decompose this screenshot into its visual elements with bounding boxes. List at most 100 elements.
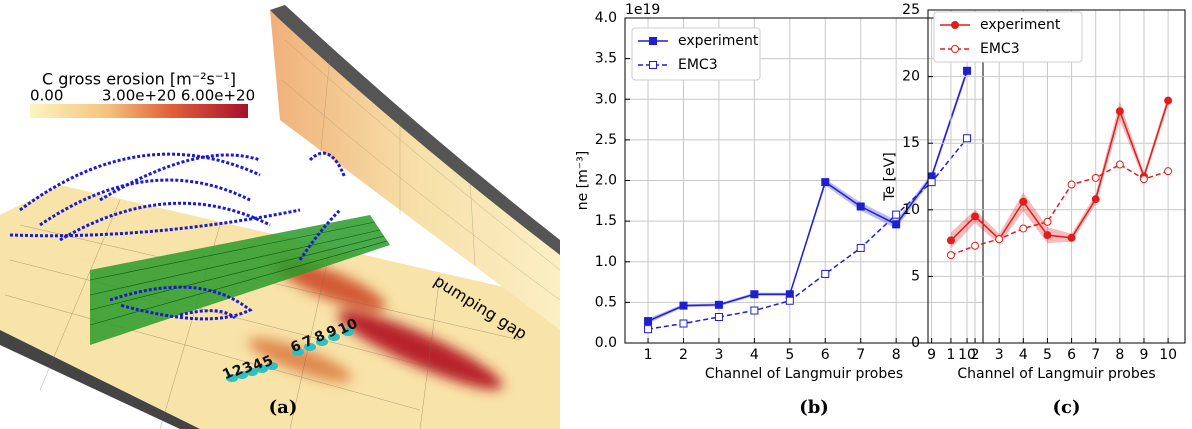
x-tick-label: 7 [856, 347, 865, 363]
y-tick-label: 1.0 [595, 254, 617, 270]
marker [1067, 233, 1076, 242]
marker [963, 66, 972, 75]
x-tick-label: 1 [946, 347, 955, 363]
y-tick-label: 5 [911, 268, 920, 284]
x-tick-label: 6 [821, 347, 830, 363]
colorbar-tick-label: 3.00e+20 [102, 87, 176, 105]
x-tick-label: 4 [750, 347, 759, 363]
series-line [647, 70, 968, 322]
x-tick-label: 5 [1043, 347, 1052, 363]
marker [1091, 173, 1100, 182]
x-tick-label: 8 [1115, 347, 1124, 363]
x-tick-label: 6 [1067, 347, 1076, 363]
y-tick-label: 2.0 [595, 173, 617, 189]
x-tick-label: 8 [892, 347, 901, 363]
marker [644, 325, 653, 334]
marker [856, 202, 865, 211]
y-tick-label: 3.5 [595, 51, 617, 67]
marker [1067, 180, 1076, 189]
marker [1115, 160, 1124, 169]
x-tick-label: 2 [679, 347, 688, 363]
marker [971, 212, 980, 221]
y-tick-label: 2.5 [595, 132, 617, 148]
marker [679, 301, 688, 310]
marker [821, 178, 830, 187]
x-axis-label: Channel of Langmuir probes [705, 366, 903, 382]
x-tick-label: 1 [644, 347, 653, 363]
y-axis-label: ne [m⁻³] [575, 151, 591, 211]
legend-marker [649, 37, 657, 45]
legend-label: EMC3 [678, 57, 718, 73]
colorbar-tick-label: 0.00 [30, 87, 63, 105]
marker [892, 220, 901, 229]
series-line [647, 137, 968, 330]
y-tick-label: 0 [911, 335, 920, 351]
y-offset-label: 1e19 [625, 2, 660, 18]
marker [1043, 231, 1052, 240]
marker [679, 319, 688, 328]
plot-frame [927, 9, 1186, 344]
legend-marker [649, 61, 657, 69]
y-tick-label: 1.5 [595, 213, 617, 229]
marker [1139, 175, 1148, 184]
series-line [950, 100, 1169, 241]
y-tick-label: 25 [902, 2, 920, 18]
legend-box [933, 11, 1083, 63]
colorbar-tick-label: 6.00e+20 [181, 87, 255, 105]
x-tick-label: 4 [1019, 347, 1028, 363]
error-band [648, 66, 968, 324]
marker [1019, 197, 1028, 206]
x-tick-label: 7 [1091, 347, 1100, 363]
x-tick-label: 9 [927, 347, 936, 363]
y-tick-label: 20 [902, 69, 920, 85]
marker [821, 269, 830, 278]
x-axis-label: Channel of Langmuir probes [957, 366, 1155, 382]
caption: (c) [1053, 397, 1081, 418]
marker [1091, 195, 1100, 204]
marker [892, 210, 901, 219]
legend-marker [951, 45, 959, 53]
x-tick-label: 5 [785, 347, 794, 363]
colorbar-label: C gross erosion [m⁻²s⁻¹] [42, 70, 236, 89]
series-line [950, 163, 1169, 256]
y-tick-label: 10 [902, 202, 920, 218]
error-band [950, 95, 1169, 249]
marker [946, 236, 955, 245]
legend-label: EMC3 [980, 41, 1020, 57]
marker [785, 290, 794, 299]
y-tick-label: 4.0 [595, 10, 617, 26]
marker [750, 290, 759, 299]
x-tick-label: 9 [1140, 347, 1149, 363]
y-tick-label: 0.5 [595, 294, 617, 310]
marker [644, 317, 653, 326]
marker [1019, 224, 1028, 233]
y-tick-label: 15 [902, 135, 920, 151]
x-tick-label: 3 [995, 347, 1004, 363]
x-tick-label: 3 [714, 347, 723, 363]
caption: (b) [799, 397, 829, 418]
x-tick-label: 10 [1159, 347, 1177, 363]
x-tick-label: 2 [971, 347, 980, 363]
marker [750, 306, 759, 315]
marker [946, 251, 955, 260]
marker [714, 313, 723, 321]
legend-label: experiment [678, 33, 759, 49]
marker [714, 300, 723, 309]
y-tick-label: 3.0 [595, 91, 617, 107]
y-axis-label: Te [eV] [882, 152, 898, 201]
marker [971, 241, 980, 250]
marker [1115, 107, 1124, 116]
panel-a-render [0, 5, 561, 429]
marker [785, 296, 794, 305]
probe-label: 10 [336, 316, 361, 339]
marker [963, 134, 972, 143]
marker [927, 178, 936, 187]
plot-frame [624, 17, 984, 344]
marker [856, 243, 865, 252]
caption: (a) [269, 397, 298, 418]
marker [1043, 217, 1052, 226]
x-tick-label: 10 [958, 347, 976, 363]
legend-label: experiment [980, 17, 1061, 33]
marker [1164, 167, 1173, 176]
